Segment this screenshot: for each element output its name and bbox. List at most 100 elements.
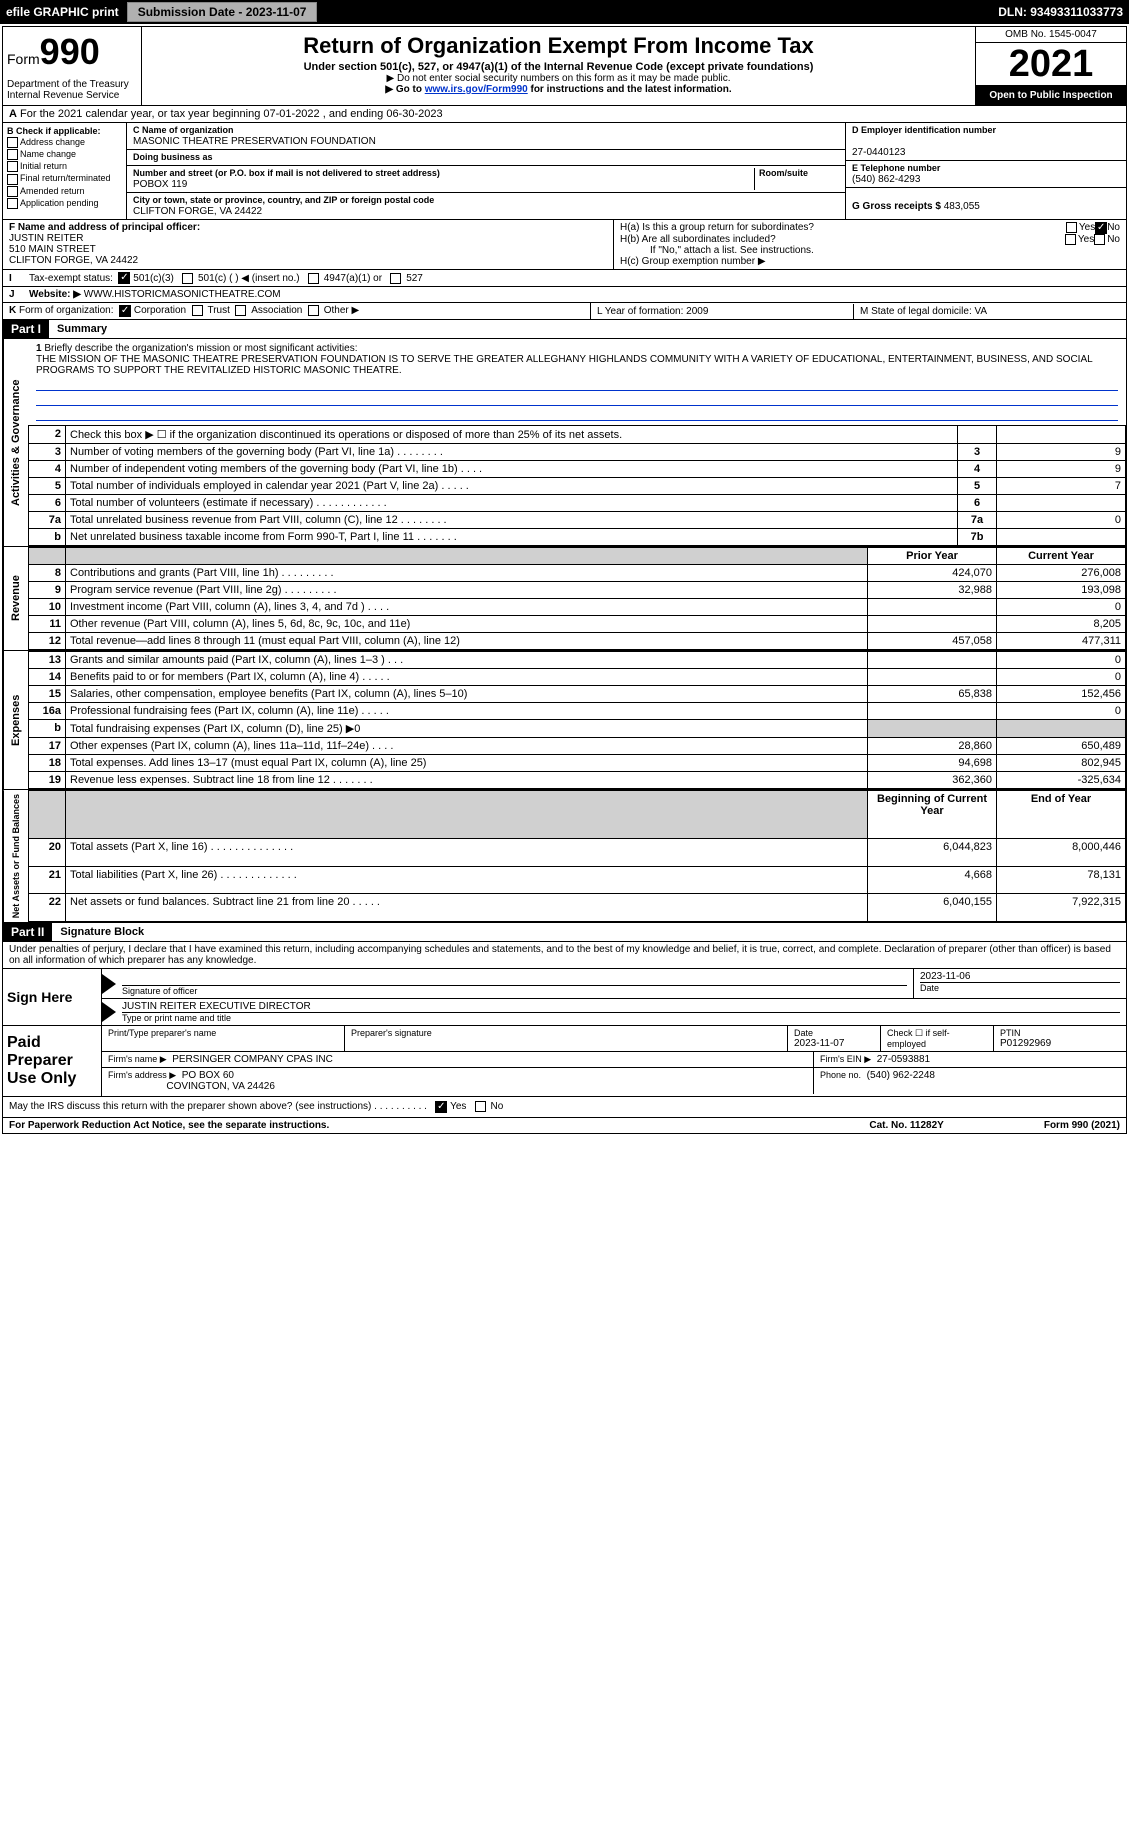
form-header: Form990 Department of the Treasury Inter… bbox=[3, 27, 1126, 106]
efile-label: efile GRAPHIC print bbox=[6, 5, 119, 19]
firm-name: PERSINGER COMPANY CPAS INC bbox=[172, 1054, 333, 1065]
firm-address1: PO BOX 60 bbox=[182, 1070, 234, 1081]
table-row: 2Check this box ▶ ☐ if the organization … bbox=[29, 426, 1126, 444]
check-501c3[interactable]: ✓ bbox=[118, 272, 130, 284]
discuss-no[interactable] bbox=[475, 1101, 486, 1112]
table-row: 5Total number of individuals employed in… bbox=[29, 478, 1126, 495]
table-row: 8Contributions and grants (Part VIII, li… bbox=[29, 565, 1126, 582]
street-value: POBOX 119 bbox=[133, 179, 187, 190]
check-app-pending[interactable]: Application pending bbox=[7, 198, 122, 209]
table-row: 22Net assets or fund balances. Subtract … bbox=[29, 894, 1126, 922]
check-final-return[interactable]: Final return/terminated bbox=[7, 173, 122, 184]
table-row: 18Total expenses. Add lines 13–17 (must … bbox=[29, 755, 1126, 772]
discuss-row: May the IRS discuss this return with the… bbox=[3, 1097, 1126, 1118]
ein-label: D Employer identification number bbox=[852, 125, 996, 135]
principal-officer: F Name and address of principal officer:… bbox=[3, 220, 614, 269]
submission-date-btn[interactable]: Submission Date - 2023-11-07 bbox=[127, 2, 318, 22]
city-label: City or town, state or province, country… bbox=[133, 195, 434, 205]
open-to-public: Open to Public Inspection bbox=[976, 86, 1126, 105]
side-label-expenses: Expenses bbox=[3, 651, 28, 789]
check-name-change[interactable]: Name change bbox=[7, 149, 122, 160]
table-row: 21Total liabilities (Part X, line 26) . … bbox=[29, 866, 1126, 894]
row-i-tax-status: I Tax-exempt status: ✓ 501(c)(3) 501(c) … bbox=[3, 270, 1126, 287]
part1-header: Part I Summary bbox=[3, 320, 1126, 339]
date-label: Date bbox=[920, 982, 1120, 993]
efile-topbar: efile GRAPHIC print Submission Date - 20… bbox=[0, 0, 1129, 24]
omb-number: OMB No. 1545-0047 bbox=[976, 27, 1126, 43]
table-row: 12Total revenue—add lines 8 through 11 (… bbox=[29, 633, 1126, 650]
form-subtitle: Under section 501(c), 527, or 4947(a)(1)… bbox=[150, 61, 967, 73]
check-association[interactable] bbox=[235, 305, 246, 316]
part2-header: Part II Signature Block bbox=[3, 923, 1126, 942]
table-row: 10Investment income (Part VIII, column (… bbox=[29, 599, 1126, 616]
discuss-yes[interactable]: ✓ bbox=[435, 1101, 447, 1113]
check-amended[interactable]: Amended return bbox=[7, 186, 122, 197]
mission-block: 1 Briefly describe the organization's mi… bbox=[28, 339, 1126, 425]
check-other[interactable] bbox=[308, 305, 319, 316]
side-label-netassets: Net Assets or Fund Balances bbox=[3, 790, 28, 922]
sign-date: 2023-11-06 bbox=[920, 971, 1120, 982]
street-label: Number and street (or P.O. box if mail i… bbox=[133, 168, 440, 178]
check-corporation[interactable]: ✓ bbox=[119, 305, 131, 317]
group-return: H(a) Is this a group return for subordin… bbox=[614, 220, 1126, 269]
check-4947[interactable] bbox=[308, 273, 319, 284]
receipts-value: 483,055 bbox=[944, 201, 980, 212]
col-c-org-info: C Name of organization MASONIC THEATRE P… bbox=[127, 123, 845, 219]
col-b-checkboxes: B Check if applicable: Address change Na… bbox=[3, 123, 127, 219]
self-employed-check[interactable]: Check ☐ if self-employed bbox=[881, 1026, 994, 1051]
officer-name: JUSTIN REITER EXECUTIVE DIRECTOR bbox=[122, 1001, 1120, 1012]
table-row: 19Revenue less expenses. Subtract line 1… bbox=[29, 772, 1126, 789]
form-footer: For Paperwork Reduction Act Notice, see … bbox=[3, 1118, 1126, 1133]
revenue-table: Prior YearCurrent Year 8Contributions an… bbox=[28, 547, 1126, 650]
netassets-table: Beginning of Current YearEnd of Year 20T… bbox=[28, 790, 1126, 922]
sign-here-row: Sign Here Signature of officer 2023-11-0… bbox=[3, 969, 1126, 1026]
state-domicile: M State of legal domicile: VA bbox=[854, 304, 1126, 319]
check-address-change[interactable]: Address change bbox=[7, 137, 122, 148]
room-label: Room/suite bbox=[759, 168, 808, 178]
year-formation: L Year of formation: 2009 bbox=[591, 304, 854, 319]
city-value: CLIFTON FORGE, VA 24422 bbox=[133, 206, 262, 217]
check-527[interactable] bbox=[390, 273, 401, 284]
firm-address2: COVINGTON, VA 24426 bbox=[166, 1081, 275, 1092]
table-row: bNet unrelated business taxable income f… bbox=[29, 529, 1126, 546]
preparer-date: 2023-11-07 bbox=[794, 1038, 874, 1049]
form-number: Form990 bbox=[7, 31, 137, 73]
table-row: 20Total assets (Part X, line 16) . . . .… bbox=[29, 838, 1126, 866]
name-label: Type or print name and title bbox=[122, 1012, 1120, 1023]
org-name-label: C Name of organization bbox=[133, 125, 234, 135]
check-trust[interactable] bbox=[192, 305, 203, 316]
arrow-icon bbox=[102, 1002, 116, 1022]
check-501c[interactable] bbox=[182, 273, 193, 284]
form-990-container: Form990 Department of the Treasury Inter… bbox=[2, 26, 1127, 1134]
ptin-value: P01292969 bbox=[1000, 1038, 1120, 1049]
dln-label: DLN: 93493311033773 bbox=[998, 5, 1123, 19]
website-note: ▶ Go to www.irs.gov/Form990 for instruct… bbox=[150, 84, 967, 95]
phone-value: (540) 862-4293 bbox=[852, 174, 920, 185]
table-row: 3Number of voting members of the governi… bbox=[29, 444, 1126, 461]
governance-table: 2Check this box ▶ ☐ if the organization … bbox=[28, 425, 1126, 546]
officer-sig-label: Signature of officer bbox=[122, 985, 907, 996]
side-label-revenue: Revenue bbox=[3, 547, 28, 650]
form-title: Return of Organization Exempt From Incom… bbox=[150, 33, 967, 59]
irs-link[interactable]: www.irs.gov/Form990 bbox=[425, 84, 528, 95]
row-a-tax-year: A For the 2021 calendar year, or tax yea… bbox=[3, 106, 1126, 123]
expenses-table: 13Grants and similar amounts paid (Part … bbox=[28, 651, 1126, 789]
website-value: WWW.HISTORICMASONICTHEATRE.COM bbox=[84, 289, 281, 300]
section-fh: F Name and address of principal officer:… bbox=[3, 220, 1126, 270]
table-row: 14Benefits paid to or for members (Part … bbox=[29, 669, 1126, 686]
table-row: 6Total number of volunteers (estimate if… bbox=[29, 495, 1126, 512]
table-row: 7aTotal unrelated business revenue from … bbox=[29, 512, 1126, 529]
check-initial-return[interactable]: Initial return bbox=[7, 161, 122, 172]
table-row: 17Other expenses (Part IX, column (A), l… bbox=[29, 738, 1126, 755]
ssn-note: ▶ Do not enter social security numbers o… bbox=[150, 73, 967, 84]
ein-value: 27-0440123 bbox=[852, 147, 905, 158]
phone-label: E Telephone number bbox=[852, 163, 940, 173]
table-row: 13Grants and similar amounts paid (Part … bbox=[29, 652, 1126, 669]
col-d-ein: D Employer identification number 27-0440… bbox=[845, 123, 1126, 219]
row-j-website: J Website: ▶ WWW.HISTORICMASONICTHEATRE.… bbox=[3, 287, 1126, 303]
table-row: 16aProfessional fundraising fees (Part I… bbox=[29, 703, 1126, 720]
table-row: 11Other revenue (Part VIII, column (A), … bbox=[29, 616, 1126, 633]
table-row: 4Number of independent voting members of… bbox=[29, 461, 1126, 478]
receipts-label: G Gross receipts $ bbox=[852, 201, 941, 212]
tax-year: 2021 bbox=[976, 43, 1126, 86]
